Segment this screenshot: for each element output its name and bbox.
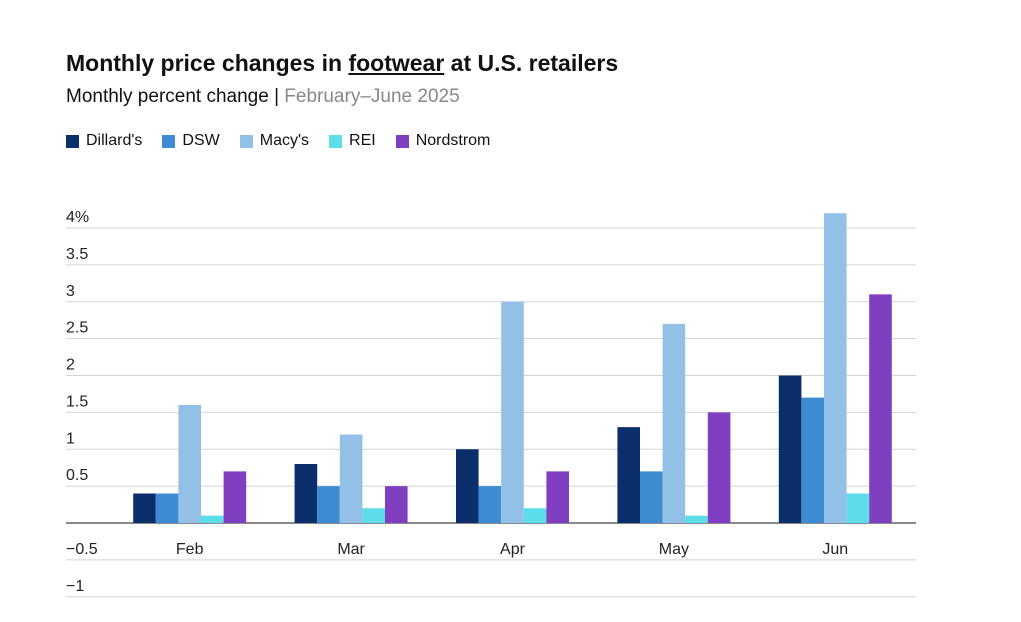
title-part: Monthly price changes in	[66, 50, 349, 76]
bar	[685, 515, 708, 523]
bar	[478, 486, 502, 523]
bar	[778, 375, 802, 523]
subtitle-part: Monthly percent change |	[66, 86, 285, 107]
x-tick-label: Apr	[500, 541, 526, 558]
bar	[133, 493, 156, 523]
bar	[546, 471, 569, 523]
bar	[155, 493, 179, 523]
legend-label: Macy's	[259, 132, 310, 149]
legend-item: Macy's	[239, 132, 310, 150]
title-part: at U.S. retailers	[444, 50, 619, 76]
legend-item: Nordstrom	[395, 132, 491, 150]
legend-swatch	[66, 134, 79, 148]
title-link[interactable]: footwear	[348, 50, 445, 76]
bar	[317, 486, 340, 523]
bar	[223, 471, 247, 523]
legend-item: REI	[329, 132, 376, 150]
bar	[707, 412, 731, 523]
bar	[362, 508, 385, 523]
legend-label: Nordstrom	[415, 132, 491, 149]
x-tick-label: Mar	[337, 541, 365, 558]
y-tick-label: 2	[66, 357, 75, 374]
x-tick-label: May	[659, 541, 689, 558]
legend-label: DSW	[182, 132, 220, 149]
y-tick-label: 2.5	[66, 320, 88, 337]
bar	[801, 397, 824, 523]
y-tick-label: 1.5	[66, 393, 88, 410]
legend-item: Dillard's	[66, 132, 142, 150]
legend-swatch	[162, 134, 176, 148]
y-tick-label: 4%	[66, 209, 89, 226]
x-tick-label: Jun	[822, 541, 848, 558]
subtitle-part: February–June 2025	[284, 86, 460, 107]
bar	[640, 471, 663, 523]
legend-swatch	[329, 134, 343, 148]
legend-label: REI	[349, 132, 376, 149]
bar	[501, 301, 524, 523]
chart-title: Monthly price changes in footwear at U.S…	[66, 50, 618, 77]
legend-swatch	[239, 134, 253, 148]
y-tick-label: −1	[66, 578, 84, 595]
legend: Dillard's DSW Macy's REI Nordstrom	[66, 132, 490, 150]
bar	[456, 449, 479, 523]
y-tick-label: 1	[66, 430, 75, 447]
bar	[617, 427, 640, 523]
x-tick-label: Feb	[176, 541, 204, 558]
legend-item: DSW	[162, 132, 220, 150]
legend-swatch	[395, 134, 409, 148]
bar	[869, 294, 892, 523]
bar	[178, 405, 201, 523]
bar	[339, 434, 363, 523]
y-tick-label: 3.5	[66, 246, 88, 263]
bar	[846, 493, 870, 523]
y-tick-label: 3	[66, 283, 75, 300]
chart-subtitle: Monthly percent change | February–June 2…	[66, 86, 460, 108]
legend-label: Dillard's	[86, 132, 143, 149]
bar	[294, 464, 318, 523]
bar	[662, 323, 686, 523]
bar	[201, 515, 224, 523]
bar	[523, 508, 547, 523]
y-tick-label: 0.5	[66, 467, 88, 484]
bar	[385, 486, 408, 523]
bar	[824, 213, 847, 523]
y-tick-label: −0.5	[66, 541, 98, 558]
